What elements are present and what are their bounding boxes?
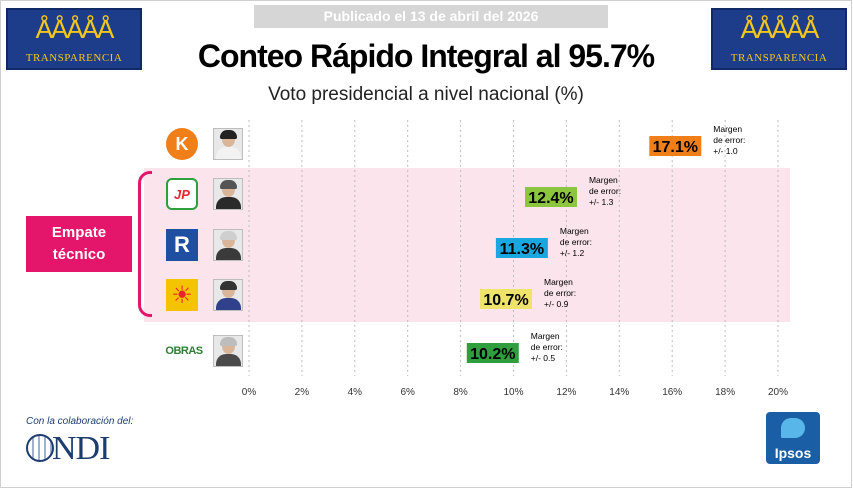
- x-tick-label: 20%: [768, 387, 788, 398]
- obras-logo-icon: OBRAS: [165, 335, 203, 367]
- transparencia-logo-left: ÅÅÅÅÅ TRANSPARENCIA: [6, 8, 142, 70]
- ipsos-bubble-icon: [781, 418, 805, 438]
- ndi-logo: NDI: [26, 430, 110, 468]
- bar: [480, 289, 533, 309]
- x-tick-label: 16%: [662, 387, 682, 398]
- ipsos-word: Ipsos: [774, 445, 812, 461]
- bar: [495, 238, 548, 258]
- collaboration-text: Con la colaboración del:: [26, 416, 134, 427]
- tie-label-line1: Empate: [51, 224, 107, 241]
- obras-glyph: OBRAS: [165, 345, 203, 357]
- x-tick-label: 4%: [348, 387, 363, 398]
- x-tick-label: 0%: [242, 387, 257, 398]
- bar-value-label: 10.2%: [470, 346, 515, 363]
- fuerza-popular-logo-icon: K: [166, 128, 198, 160]
- tie-label-line2: técnico: [52, 246, 106, 263]
- rp-glyph: R: [174, 232, 190, 257]
- ndi-word: NDI: [52, 430, 110, 467]
- x-tick-label: 18%: [715, 387, 735, 398]
- globe-icon: [26, 434, 54, 462]
- candidate-photo: [213, 229, 243, 261]
- bar: [524, 187, 577, 207]
- x-tick-label: 2%: [295, 387, 310, 398]
- juntos-peru-logo-icon: JP: [166, 178, 198, 210]
- candidate-photo: [213, 279, 243, 311]
- chart-subtitle: Voto presidencial a nivel nacional (%): [268, 84, 584, 105]
- bar-value-label: 12.4%: [528, 190, 573, 207]
- margin-of-error-label: Margen de error: +/- 1.0: [713, 124, 745, 156]
- pp-glyph: ☀: [171, 281, 193, 309]
- fp-glyph: K: [175, 133, 189, 154]
- margin-of-error-label: Margen de error: +/- 1.2: [560, 226, 592, 258]
- candidate-photo: [213, 335, 243, 367]
- published-banner: Publicado el 13 de abril del 2026: [254, 5, 608, 28]
- x-tick-label: 6%: [400, 387, 415, 398]
- bar: [466, 343, 519, 363]
- candidate-photo: [213, 128, 243, 160]
- margin-of-error-label: Margen de error: +/- 1.3: [589, 175, 621, 207]
- logo-word: TRANSPARENCIA: [730, 52, 828, 64]
- x-tick-label: 14%: [609, 387, 629, 398]
- margin-of-error-label: Margen de error: +/- 0.9: [544, 277, 576, 309]
- bar: [649, 136, 702, 156]
- candidate-photo: [213, 178, 243, 210]
- ipsos-logo: Ipsos: [766, 412, 820, 464]
- tie-band: [144, 168, 790, 322]
- x-tick-label: 10%: [503, 387, 523, 398]
- margin-of-error-label: Margen de error: +/- 0.5: [531, 331, 563, 363]
- jp-glyph: JP: [174, 186, 190, 202]
- chart-title: Conteo Rápido Integral al 95.7%: [197, 38, 655, 74]
- people-logo-icon: ÅÅÅÅÅ: [35, 14, 115, 44]
- transparencia-logo-right: ÅÅÅÅÅ TRANSPARENCIA: [711, 8, 847, 70]
- renovacion-popular-logo-icon: R: [166, 229, 198, 261]
- tie-label: Empate técnico: [26, 216, 132, 272]
- tie-bracket: [138, 171, 152, 317]
- sun-party-logo-icon: ☀: [166, 279, 198, 311]
- bar-value-label: 17.1%: [653, 139, 698, 156]
- x-tick-label: 12%: [556, 387, 576, 398]
- logo-word: TRANSPARENCIA: [25, 52, 123, 64]
- people-logo-icon: ÅÅÅÅÅ: [740, 14, 820, 44]
- bar-value-label: 11.3%: [500, 241, 544, 258]
- x-tick-label: 8%: [453, 387, 468, 398]
- bar-value-label: 10.7%: [483, 292, 528, 309]
